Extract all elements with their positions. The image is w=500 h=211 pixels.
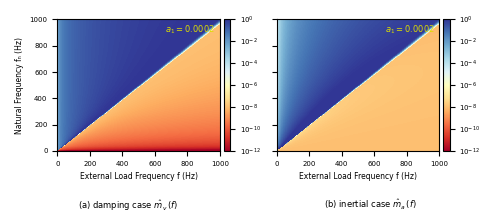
Text: $a_1 = 0.0002$: $a_1 = 0.0002$: [384, 23, 434, 36]
Text: (a) damping case $\hat{m}_v\,(f)$: (a) damping case $\hat{m}_v\,(f)$: [78, 198, 178, 211]
Text: (b) inertial case $\hat{m}_a\,(f)$: (b) inertial case $\hat{m}_a\,(f)$: [324, 198, 416, 211]
X-axis label: External Load Frequency f (Hz): External Load Frequency f (Hz): [299, 172, 417, 181]
Text: $a_1 = 0.0002$: $a_1 = 0.0002$: [165, 23, 215, 36]
Y-axis label: Natural Frequency fₙ (Hz): Natural Frequency fₙ (Hz): [15, 37, 24, 134]
X-axis label: External Load Frequency f (Hz): External Load Frequency f (Hz): [80, 172, 198, 181]
